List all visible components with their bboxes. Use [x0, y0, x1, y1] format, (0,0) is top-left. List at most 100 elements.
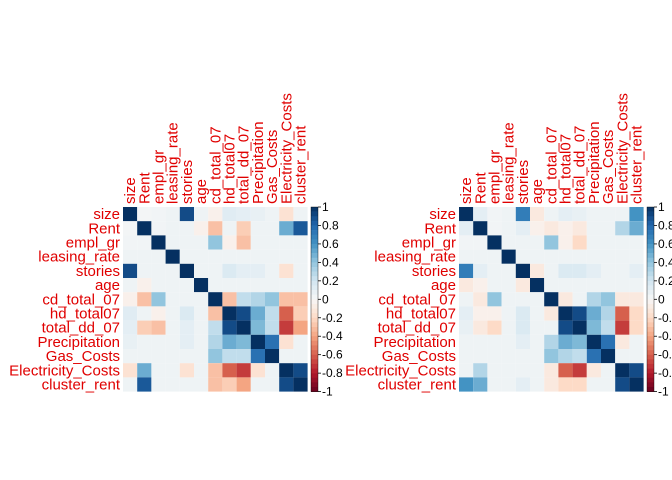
- column-label: empl_gr: [487, 150, 504, 204]
- legend-color-step: [647, 271, 654, 277]
- heatmap-cell: [473, 263, 488, 278]
- heatmap-cell: [137, 349, 152, 364]
- heatmap-cell: [137, 221, 152, 236]
- heatmap-cell: [459, 278, 474, 293]
- heatmap-cell: [615, 221, 630, 236]
- legend-color-step: [311, 243, 318, 249]
- row-label: age: [431, 277, 456, 294]
- legend-color-step: [311, 290, 318, 295]
- heatmap-cell: [515, 349, 530, 364]
- heatmap-cell: [236, 278, 251, 293]
- legend-color-step: [311, 230, 318, 235]
- heatmap-cell: [250, 221, 265, 236]
- legend-tick-label: -0.4: [658, 329, 672, 343]
- column-label: cd_total_07: [543, 126, 560, 204]
- heatmap-cell: [208, 334, 223, 349]
- column-label: size: [122, 177, 139, 204]
- legend-color-step: [311, 211, 318, 217]
- heatmap-cell: [586, 249, 601, 264]
- heatmap-cell: [615, 249, 630, 264]
- heatmap-cell: [615, 278, 630, 293]
- heatmap-cell: [179, 334, 194, 349]
- heatmap-cell: [601, 334, 616, 349]
- heatmap-cell: [601, 320, 616, 335]
- heatmap-cell: [265, 263, 280, 278]
- legend-color-step: [311, 303, 318, 309]
- column-label: stories: [179, 160, 196, 204]
- heatmap-cell: [544, 320, 559, 335]
- heatmap-cell: [558, 377, 573, 392]
- heatmap-cell: [250, 320, 265, 335]
- heatmap-cell: [615, 207, 630, 222]
- heatmap-cell: [194, 221, 209, 236]
- heatmap-cell: [629, 263, 644, 278]
- heatmap-cell: [530, 292, 545, 307]
- heatmap-cell: [572, 377, 587, 392]
- heatmap-cell: [236, 221, 251, 236]
- heatmap-cell: [601, 306, 616, 321]
- heatmap-cell: [459, 363, 474, 378]
- heatmap-cell: [558, 221, 573, 236]
- heatmap-cell: [530, 235, 545, 250]
- legend-color-step: [311, 340, 318, 346]
- heatmap-cell: [572, 349, 587, 364]
- row-label: stories: [76, 263, 120, 280]
- heatmap-cell: [530, 349, 545, 364]
- heatmap-cell: [194, 306, 209, 321]
- heatmap-cell: [473, 306, 488, 321]
- legend-tick-label: 0: [658, 292, 665, 306]
- heatmap-cell: [558, 207, 573, 222]
- heatmap-cell: [629, 306, 644, 321]
- heatmap-cell: [487, 320, 502, 335]
- heatmap-cell: [194, 292, 209, 307]
- heatmap-cell: [558, 306, 573, 321]
- heatmap-cell: [250, 235, 265, 250]
- legend-color-step: [311, 322, 318, 328]
- heatmap-cell: [123, 207, 138, 222]
- heatmap-cell: [151, 334, 166, 349]
- heatmap-cell: [279, 263, 294, 278]
- heatmap-cell: [530, 278, 545, 293]
- legend-color-step: [311, 285, 318, 291]
- row-label: cluster_rent: [378, 377, 457, 394]
- heatmap-cell: [629, 235, 644, 250]
- heatmap-cell: [208, 320, 223, 335]
- heatmap-cell: [123, 320, 138, 335]
- row-label: empl_gr: [66, 235, 120, 252]
- heatmap-cell: [629, 334, 644, 349]
- heatmap-cell: [459, 207, 474, 222]
- heatmap-cell: [530, 306, 545, 321]
- heatmap-cell: [501, 306, 516, 321]
- heatmap-cell: [629, 207, 644, 222]
- correlation-heatmap-right: sizeRentempl_grleasing_ratestoriesagecd_…: [345, 93, 672, 398]
- heatmap-cell: [515, 207, 530, 222]
- legend-tick-label: -1: [658, 385, 669, 399]
- heatmap-cell: [473, 278, 488, 293]
- heatmap-cell: [151, 349, 166, 364]
- heatmap-cell: [615, 334, 630, 349]
- heatmap-cell: [151, 221, 166, 236]
- legend-tick-label: 0.8: [322, 218, 339, 232]
- legend-tick-label: 0: [322, 292, 329, 306]
- heatmap-cell: [629, 292, 644, 307]
- heatmap-cell: [293, 320, 308, 335]
- column-label: Electricity_Costs: [278, 93, 295, 204]
- heatmap-cell: [151, 207, 166, 222]
- legend-color-step: [647, 377, 654, 383]
- heatmap-cell: [250, 263, 265, 278]
- heatmap-cell: [572, 249, 587, 264]
- heatmap-cell: [222, 221, 237, 236]
- heatmap-cell: [515, 235, 530, 250]
- heatmap-cell: [137, 363, 152, 378]
- legend-color-step: [311, 377, 318, 383]
- heatmap-cell: [137, 292, 152, 307]
- heatmap-cell: [151, 249, 166, 264]
- heatmap-cell: [473, 207, 488, 222]
- legend-color-step: [311, 294, 318, 300]
- heatmap-cell: [601, 249, 616, 264]
- legend-color-step: [311, 345, 318, 351]
- heatmap-cell: [487, 363, 502, 378]
- legend-color-step: [647, 350, 654, 355]
- heatmap-cell: [544, 292, 559, 307]
- heatmap-cell: [544, 377, 559, 392]
